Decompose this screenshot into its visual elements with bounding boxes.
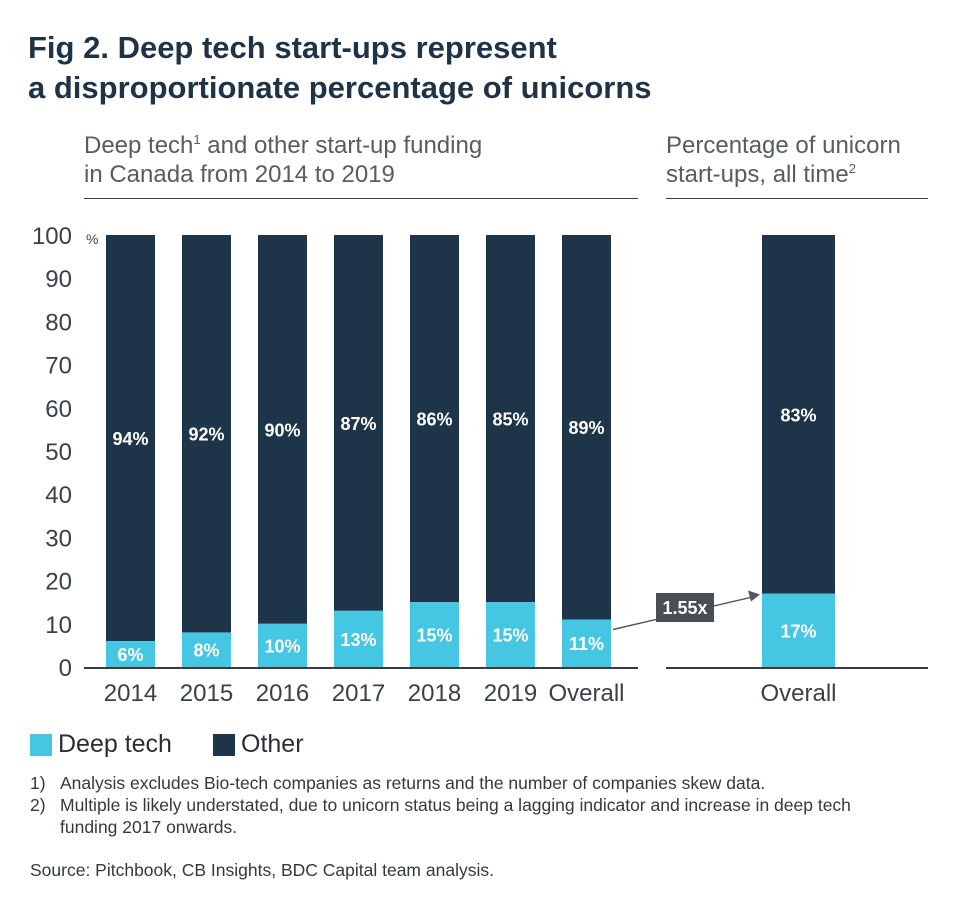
- x-tick-label: 2018: [408, 680, 461, 707]
- data-label-deep-tech: 10%: [264, 636, 300, 656]
- bar-segment-other: [182, 235, 231, 633]
- data-label-deep-tech: 17%: [780, 621, 816, 641]
- data-label-other: 89%: [568, 418, 604, 438]
- source-note: Source: Pitchbook, CB Insights, BDC Capi…: [30, 860, 494, 880]
- right-panel-subtitle: Percentage of unicorn start-ups, all tim…: [666, 131, 936, 189]
- left-subtitle-text-b: and other start-up funding: [200, 132, 483, 159]
- data-label-other: 94%: [112, 429, 148, 449]
- bar-segment-other: [562, 235, 611, 620]
- legend-item-deep-tech: Deep tech: [30, 730, 172, 759]
- title-line-2: a disproportionate percentage of unicorn…: [28, 70, 652, 105]
- bar-segment-deep-tech: [182, 632, 231, 667]
- x-tick-label: 2019: [484, 680, 537, 707]
- y-tick-label: 0: [59, 655, 72, 682]
- x-tick-label: 2015: [180, 680, 233, 707]
- x-tick-label: Overall: [760, 680, 836, 707]
- right-subtitle-text-a: start-ups, all time: [666, 161, 849, 188]
- right-subtitle-line-1: Percentage of unicorn: [666, 132, 901, 159]
- left-subtitle-footnote-ref: 1: [193, 132, 201, 147]
- data-label-other: 92%: [188, 425, 224, 445]
- bar-segment-deep-tech: [762, 593, 835, 667]
- data-label-deep-tech: 13%: [340, 630, 376, 650]
- data-label-other: 86%: [416, 410, 452, 430]
- stacked-bar-chart: 0 10 20 30 40 50 60 70 80 90 100 % 6% 94% 2014 8% 92% 201…: [32, 223, 928, 707]
- bar-segment-other: [410, 235, 459, 603]
- left-subtitle-line-2: in Canada from 2014 to 2019: [84, 161, 395, 188]
- x-tick-label: 2017: [332, 680, 385, 707]
- right-subtitle-rule: [666, 198, 928, 199]
- bar-segment-deep-tech: [334, 610, 383, 667]
- callout-box: [656, 593, 714, 622]
- data-label-deep-tech: 15%: [416, 626, 452, 646]
- data-label-other: 90%: [264, 420, 300, 440]
- title-line-1: Fig 2. Deep tech start-ups represent: [28, 30, 557, 65]
- footnote-text: Analysis excludes Bio-tech companies as …: [60, 773, 766, 793]
- y-axis-unit: %: [86, 231, 98, 247]
- footnote-2: 2) Multiple is likely understated, due t…: [30, 794, 880, 838]
- legend-label-other: Other: [241, 730, 304, 758]
- data-label-deep-tech: 15%: [492, 626, 528, 646]
- y-tick-label: 100: [32, 223, 72, 250]
- y-tick-label: 70: [45, 353, 72, 380]
- footnotes: 1) Analysis excludes Bio-tech companies …: [30, 772, 880, 838]
- x-tick-label: Overall: [548, 680, 624, 707]
- data-label-deep-tech: 8%: [193, 641, 219, 661]
- y-tick-label: 90: [45, 266, 72, 293]
- y-tick-label: 40: [45, 482, 72, 509]
- legend-item-other: Other: [213, 730, 304, 759]
- chart-title: Fig 2. Deep tech start-ups represent a d…: [28, 28, 652, 108]
- data-label-deep-tech: 6%: [117, 645, 143, 665]
- callout-multiple-label: 1.55x: [662, 598, 707, 618]
- bar-segment-deep-tech: [410, 602, 459, 667]
- data-label-other: 87%: [340, 414, 376, 434]
- right-subtitle-footnote-ref: 2: [848, 161, 856, 176]
- left-subtitle-rule: [84, 198, 638, 199]
- x-tick-label: 2016: [256, 680, 309, 707]
- x-tick-label: 2014: [104, 680, 157, 707]
- bar-segment-other: [334, 235, 383, 611]
- legend-label-deep-tech: Deep tech: [58, 730, 172, 758]
- legend-swatch-other: [213, 733, 235, 756]
- legend-swatch-deep-tech: [30, 733, 52, 756]
- data-label-other: 85%: [492, 410, 528, 430]
- bar-segment-other: [762, 235, 835, 594]
- left-panel-subtitle: Deep tech1 and other start-up funding in…: [84, 131, 639, 189]
- bar-segment-deep-tech: [258, 623, 307, 667]
- y-tick-label: 20: [45, 569, 72, 596]
- data-label-other: 83%: [780, 405, 816, 425]
- left-subtitle-text-a: Deep tech: [84, 132, 194, 159]
- bar-segment-deep-tech: [106, 641, 155, 667]
- y-tick-label: 80: [45, 309, 72, 336]
- bar-segment-other: [258, 235, 307, 624]
- y-tick-label: 60: [45, 396, 72, 423]
- bar-segment-deep-tech: [562, 619, 611, 667]
- y-tick-label: 50: [45, 439, 72, 466]
- bar-segment-deep-tech: [486, 602, 535, 667]
- callout-arrow-head: [748, 590, 760, 602]
- footnote-1: 1) Analysis excludes Bio-tech companies …: [30, 772, 880, 794]
- data-label-deep-tech: 11%: [569, 634, 604, 654]
- footnote-number: 1): [30, 773, 46, 793]
- bar-segment-other: [106, 235, 155, 642]
- y-tick-label: 10: [45, 612, 72, 639]
- footnote-text: Multiple is likely understated, due to u…: [60, 795, 851, 837]
- bar-segment-other: [486, 235, 535, 603]
- y-tick-label: 30: [45, 525, 72, 552]
- footnote-number: 2): [30, 795, 46, 815]
